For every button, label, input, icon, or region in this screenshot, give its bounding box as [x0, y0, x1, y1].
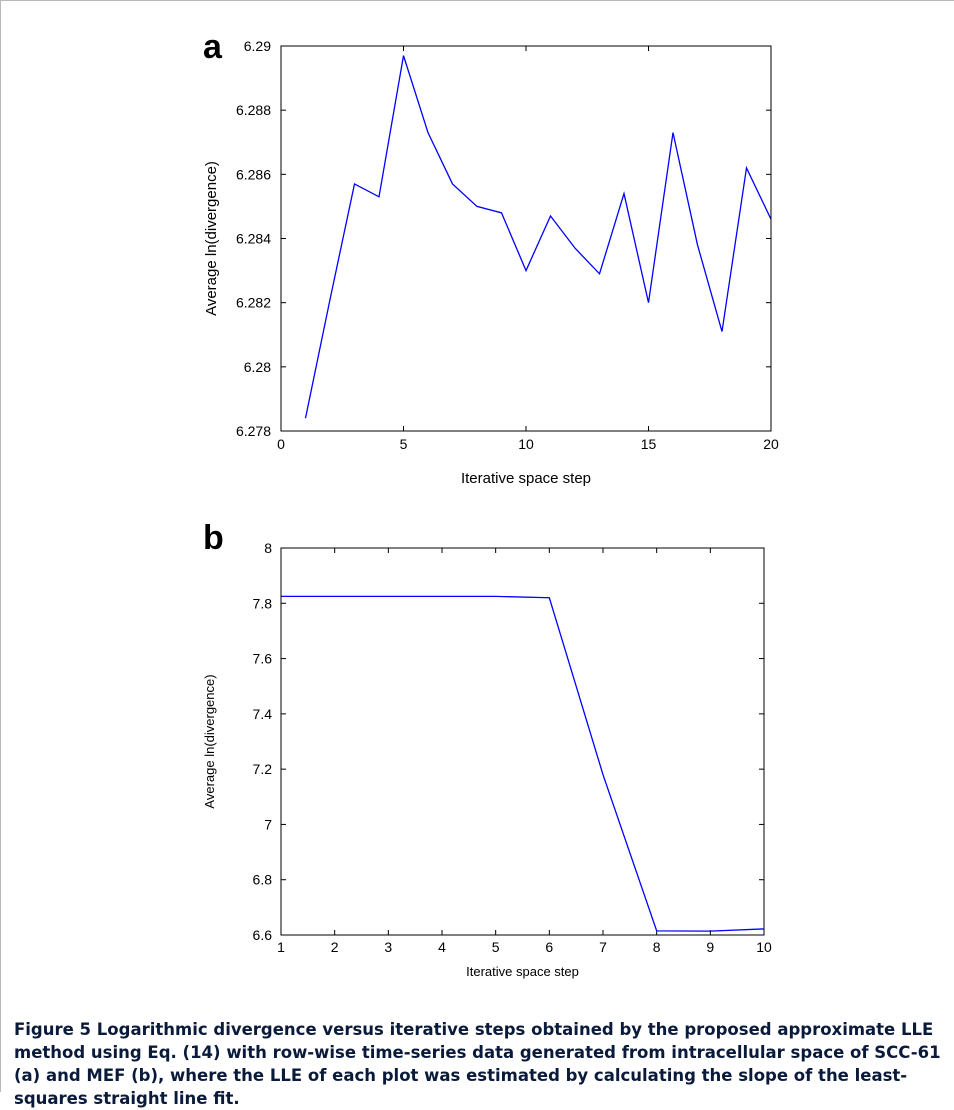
x-tick-label-b: 3 — [384, 939, 392, 955]
x-ticks-b: 1 2 3 4 5 6 7 8 9 10 — [277, 548, 772, 955]
y-ticks-b: 6.6 6.8 7 7.2 7.4 7.6 7.8 8 — [253, 540, 764, 943]
y-tick-label-b: 7.6 — [253, 651, 273, 667]
y-tick-label-b: 7.4 — [253, 706, 273, 722]
y-tick-label-b: 6.8 — [253, 872, 273, 888]
figure-caption: Figure 5 Logarithmic divergence versus i… — [14, 1018, 944, 1110]
x-tick-label-b: 6 — [545, 939, 553, 955]
x-axis-title-b: Iterative space step — [466, 964, 579, 979]
y-tick-label-b: 7.8 — [253, 595, 273, 611]
x-tick-label-b: 2 — [331, 939, 339, 955]
x-tick-label-b: 4 — [438, 939, 446, 955]
x-tick-label-b: 1 — [277, 939, 285, 955]
series-b — [281, 596, 764, 931]
y-tick-label-b: 7.2 — [253, 761, 273, 777]
x-tick-label-b: 5 — [492, 939, 500, 955]
y-axis-title-b: Average ln(divergence) — [202, 674, 217, 808]
y-tick-label-b: 6.6 — [253, 927, 273, 943]
series-line-b — [281, 596, 764, 931]
y-tick-label-b: 8 — [264, 540, 272, 556]
x-tick-label-b: 8 — [653, 939, 661, 955]
x-tick-label-b: 9 — [706, 939, 714, 955]
plot-frame-b — [281, 548, 764, 935]
y-tick-label-b: 7 — [264, 816, 272, 832]
x-tick-label-b: 10 — [756, 939, 772, 955]
chart-panel-b: 6.6 6.8 7 7.2 7.4 7.6 7.8 8 1 2 3 4 5 6 7 8 9 10 Iterati… — [0, 0, 954, 1010]
x-tick-label-b: 7 — [599, 939, 607, 955]
